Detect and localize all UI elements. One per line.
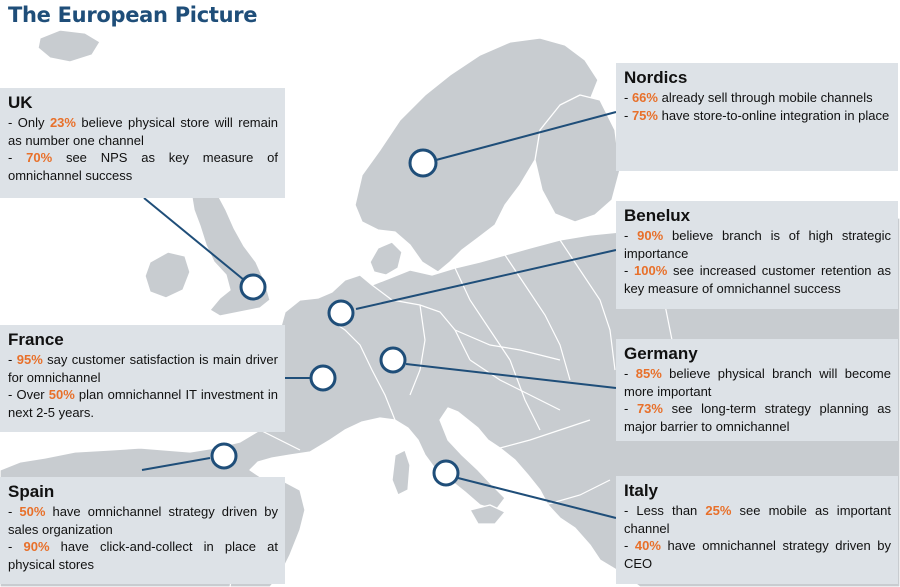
region-stat-line: - 40% have omnichannel strategy driven b… bbox=[624, 537, 891, 572]
stat-text: see NPS as key measure of omnichannel su… bbox=[8, 150, 278, 183]
region-stat-line: - 70% see NPS as key measure of omnichan… bbox=[8, 149, 278, 184]
region-heading: Germany bbox=[624, 344, 698, 363]
connector-spain bbox=[141, 457, 211, 471]
stat-prefix: - bbox=[8, 150, 27, 166]
stat-prefix: - bbox=[624, 401, 637, 417]
stat-text: have omnichannel strategy driven by CEO bbox=[624, 538, 891, 571]
land-sardinia bbox=[391, 449, 411, 496]
region-stat-line: - 75% have store-to-online integration i… bbox=[624, 107, 891, 125]
region-box-uk: UK - Only 23% believe physical store will… bbox=[0, 88, 285, 198]
region-box-france: France - 95% say customer satisfaction is… bbox=[0, 325, 285, 432]
marker-nordics bbox=[408, 148, 438, 178]
stat-percentage: 73% bbox=[636, 401, 663, 417]
connector-uk bbox=[143, 197, 245, 281]
stat-percentage: 95% bbox=[16, 352, 43, 367]
stat-prefix: - bbox=[624, 90, 632, 105]
stat-prefix: - bbox=[624, 107, 632, 123]
land-iceland bbox=[37, 29, 101, 63]
stat-prefix: - bbox=[624, 228, 638, 243]
region-box-germany: Germany - 85% believe physical branch wil… bbox=[616, 339, 898, 441]
marker-germany bbox=[379, 346, 407, 374]
region-heading: UK bbox=[8, 93, 33, 112]
stat-percentage: 85% bbox=[635, 366, 662, 381]
land-sicily bbox=[469, 504, 506, 525]
stat-prefix: - bbox=[624, 263, 635, 279]
marker-france bbox=[309, 364, 337, 392]
land-denmark bbox=[369, 241, 403, 276]
stat-prefix: - bbox=[8, 504, 20, 519]
region-heading: Spain bbox=[8, 482, 55, 501]
stat-prefix: - bbox=[624, 366, 636, 381]
region-stat-line: - 85% believe physical branch will becom… bbox=[624, 365, 891, 400]
stat-percentage: 90% bbox=[23, 539, 50, 555]
stat-text: see mobile as important channel bbox=[624, 503, 891, 536]
stat-text: believe physical store will remain as nu… bbox=[8, 115, 278, 148]
marker-spain bbox=[210, 442, 238, 470]
region-heading: Benelux bbox=[624, 206, 691, 225]
stat-percentage: 25% bbox=[705, 503, 732, 518]
stat-percentage: 23% bbox=[49, 115, 76, 130]
stat-text: say customer satisfaction is main driver… bbox=[8, 352, 278, 385]
stat-prefix: - Less than bbox=[624, 503, 706, 518]
stat-percentage: 100% bbox=[634, 263, 668, 279]
stat-prefix: - bbox=[624, 538, 635, 554]
stat-percentage: 50% bbox=[19, 504, 46, 519]
stat-text: believe physical branch will become more… bbox=[624, 366, 891, 399]
stat-percentage: 75% bbox=[631, 107, 658, 123]
stat-prefix: - bbox=[8, 539, 24, 555]
stat-text: plan omnichannel IT investment in next 2… bbox=[8, 387, 278, 420]
region-heading: France bbox=[8, 330, 64, 349]
connector-germany bbox=[405, 363, 617, 389]
marker-benelux bbox=[327, 299, 355, 327]
stat-text: see long-term strategy planning as major… bbox=[624, 401, 891, 434]
stat-percentage: 66% bbox=[631, 90, 658, 105]
region-box-benelux: Benelux - 90% believe branch is of high s… bbox=[616, 201, 898, 309]
connector-nordics bbox=[435, 111, 617, 161]
stat-text: have store-to-online integration in plac… bbox=[657, 107, 890, 123]
region-stat-line: - 66% already sell through mobile channe… bbox=[624, 89, 891, 107]
stat-prefix: - Over bbox=[8, 387, 49, 403]
marker-italy bbox=[432, 459, 460, 487]
marker-uk bbox=[239, 273, 267, 301]
stat-prefix: - bbox=[8, 352, 17, 367]
region-stat-line: - Less than 25% see mobile as important … bbox=[624, 502, 891, 537]
stat-text: have omnichannel strategy driven by sale… bbox=[8, 504, 278, 537]
region-heading: Italy bbox=[624, 481, 659, 500]
stat-percentage: 70% bbox=[26, 150, 53, 166]
location-markers bbox=[210, 148, 460, 487]
stat-percentage: 40% bbox=[634, 538, 661, 554]
stat-text: see increased customer retention as key … bbox=[624, 263, 891, 296]
region-stat-line: - 73% see long-term strategy planning as… bbox=[624, 400, 891, 435]
land-ireland bbox=[144, 251, 191, 299]
stat-text: believe branch is of high strategic impo… bbox=[624, 228, 891, 261]
page-title: The European Picture bbox=[8, 3, 258, 27]
stat-prefix: - Only bbox=[8, 115, 50, 130]
region-stat-line: - 95% say customer satisfaction is main … bbox=[8, 351, 278, 386]
stat-text: have click-and-collect in place at physi… bbox=[8, 539, 278, 572]
region-stat-line: - 100% see increased customer retention … bbox=[624, 262, 891, 297]
region-box-italy: Italy - Less than 25% see mobile as impor… bbox=[616, 476, 898, 584]
stat-percentage: 90% bbox=[637, 228, 664, 243]
region-box-spain: Spain - 50% have omnichannel strategy dri… bbox=[0, 477, 285, 584]
connector-lines bbox=[141, 111, 617, 519]
stat-text: already sell through mobile channels bbox=[657, 90, 873, 105]
region-box-nordics: Nordics - 66% already sell through mobile… bbox=[616, 63, 898, 171]
region-stat-line: - Only 23% believe physical store will r… bbox=[8, 114, 278, 149]
region-stat-line: - 50% have omnichannel strategy driven b… bbox=[8, 503, 278, 538]
connector-benelux bbox=[355, 249, 617, 310]
region-stat-line: - 90% have click-and-collect in place at… bbox=[8, 538, 278, 573]
connector-italy bbox=[457, 477, 617, 519]
stat-percentage: 50% bbox=[48, 387, 75, 403]
region-heading: Nordics bbox=[624, 68, 688, 87]
land-finland bbox=[534, 94, 621, 223]
region-stat-line: - Over 50% plan omnichannel IT investmen… bbox=[8, 386, 278, 421]
region-stat-line: - 90% believe branch is of high strategi… bbox=[624, 227, 891, 262]
